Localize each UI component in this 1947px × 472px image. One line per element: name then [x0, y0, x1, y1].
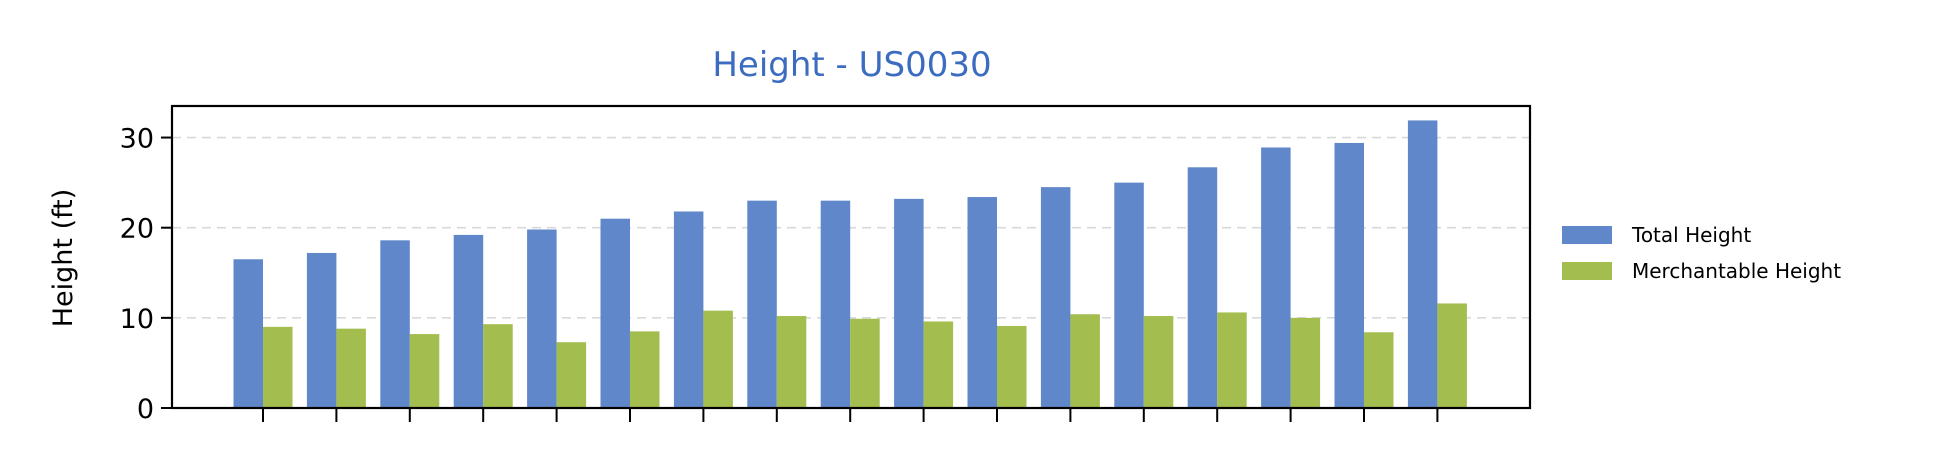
bar-merchantable-height — [776, 316, 807, 408]
bar-total-height — [453, 234, 484, 408]
bar-merchantable-height — [997, 325, 1027, 408]
bar-total-height — [1407, 120, 1438, 408]
bar-total-height — [1040, 187, 1071, 408]
bar-total-height — [820, 200, 851, 408]
bar-total-height — [673, 211, 704, 408]
bar-total-height — [306, 252, 337, 408]
legend: Total Height Merchantable Height — [1562, 223, 1841, 283]
x-axis-ticks — [262, 408, 1439, 422]
y-tick-label: 20 — [120, 214, 154, 245]
bar-merchantable-height — [1290, 317, 1321, 408]
legend-swatch — [1562, 226, 1612, 244]
bar-merchantable-height — [1070, 314, 1100, 408]
legend-swatch — [1562, 262, 1612, 280]
bar-merchantable-height — [409, 334, 440, 408]
bar-merchantable-height — [923, 321, 954, 408]
bar-merchantable-height — [630, 331, 660, 408]
bar-total-height — [1261, 147, 1291, 408]
bar-total-height — [380, 240, 410, 408]
bars-group — [233, 120, 1467, 409]
bar-total-height — [747, 200, 777, 408]
y-tick-label: 30 — [120, 124, 154, 155]
bar-merchantable-height — [263, 326, 293, 408]
bar-merchantable-height — [556, 342, 587, 408]
bar-merchantable-height — [1364, 332, 1394, 408]
bar-merchantable-height — [1217, 312, 1247, 408]
bar-total-height — [527, 229, 557, 408]
grid-lines — [172, 136, 1530, 319]
bar-merchantable-height — [850, 318, 880, 408]
bar-total-height — [894, 198, 924, 408]
legend-label: Merchantable Height — [1632, 259, 1841, 283]
y-axis-label: Height (ft) — [48, 189, 79, 328]
bar-total-height — [600, 218, 630, 408]
legend-label: Total Height — [1631, 223, 1751, 247]
y-tick-label: 0 — [137, 394, 154, 425]
bar-total-height — [1334, 142, 1364, 409]
bar-merchantable-height — [703, 310, 733, 408]
y-axis-ticks: 0 10 20 30 — [120, 124, 172, 425]
bar-merchantable-height — [1437, 303, 1467, 408]
bar-total-height — [967, 197, 997, 408]
bar-merchantable-height — [1143, 316, 1174, 408]
y-tick-label: 10 — [120, 304, 154, 335]
bar-total-height — [1187, 167, 1218, 408]
chart-title: Height - US0030 — [712, 45, 991, 85]
bar-total-height — [1114, 182, 1144, 408]
bar-total-height — [233, 259, 263, 408]
bar-merchantable-height — [336, 328, 366, 408]
bar-merchantable-height — [483, 324, 513, 408]
